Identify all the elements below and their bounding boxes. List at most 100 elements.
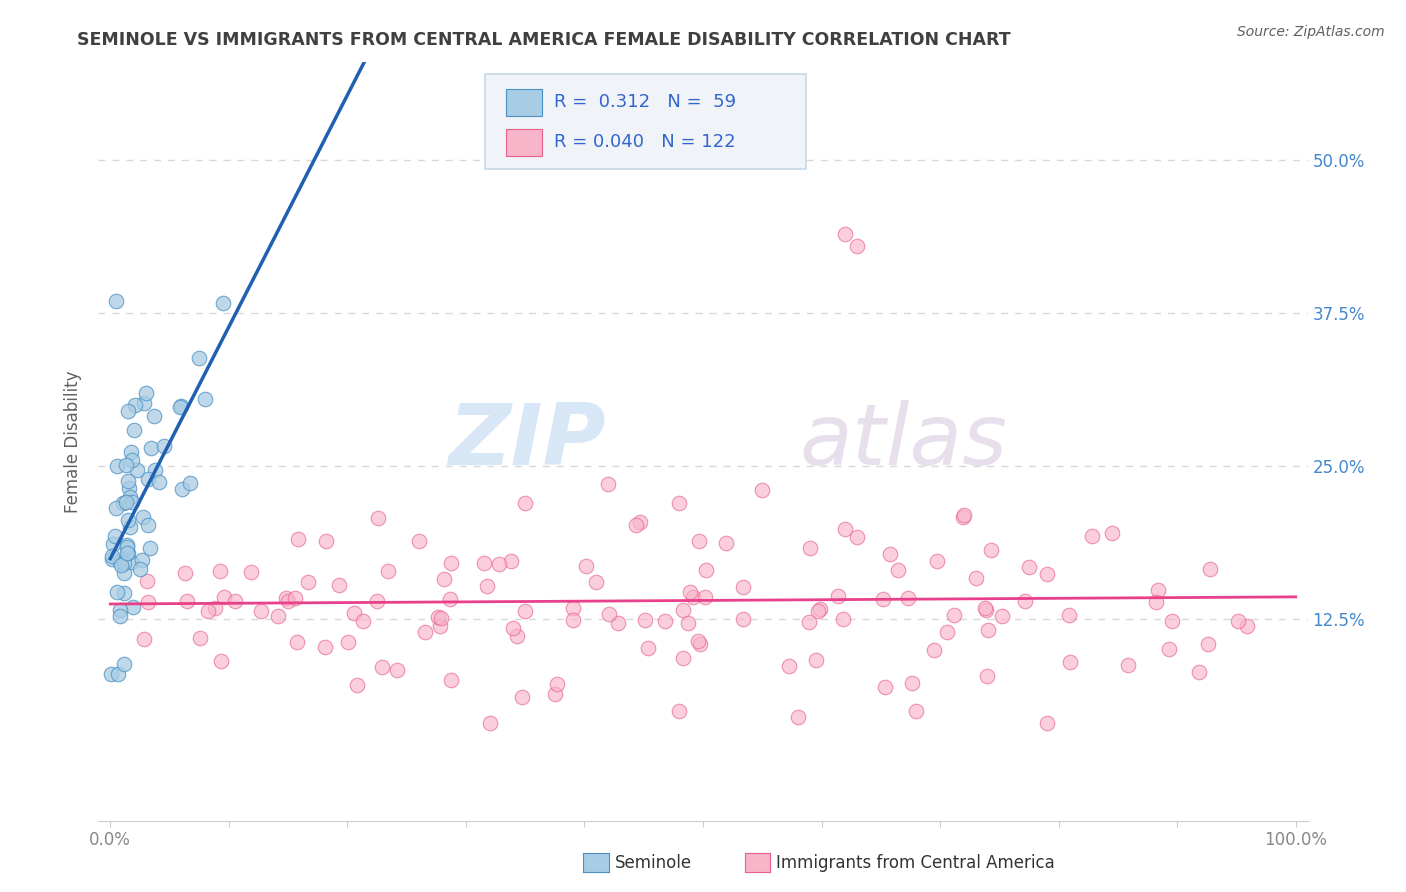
Point (105, 501, 128, 516)
Point (846, 530, 869, 544)
Point (131, 552, 153, 566)
Point (194, 392, 217, 406)
Point (179, 476, 201, 491)
Point (276, 594, 298, 608)
Point (132, 396, 155, 410)
FancyBboxPatch shape (485, 74, 806, 169)
Point (112, 556, 135, 570)
Point (1227, 614, 1250, 628)
Point (901, 676, 924, 690)
Point (689, 637, 711, 651)
Point (188, 351, 211, 366)
Point (336, 634, 359, 648)
Point (472, 556, 495, 570)
Point (136, 595, 159, 609)
Point (515, 604, 537, 618)
Point (120, 555, 142, 569)
Point (808, 601, 831, 615)
Point (114, 586, 136, 600)
Point (1036, 567, 1059, 582)
Point (426, 609, 449, 624)
Point (188, 632, 211, 646)
Point (112, 496, 135, 510)
Point (672, 603, 695, 617)
Point (170, 399, 193, 413)
Point (693, 590, 716, 604)
Point (832, 612, 855, 626)
Point (1018, 559, 1040, 574)
Point (370, 660, 392, 674)
Point (488, 558, 510, 572)
Point (1187, 665, 1209, 679)
Point (287, 533, 309, 547)
Point (499, 554, 522, 568)
Point (117, 546, 139, 560)
Point (204, 601, 226, 615)
Point (846, 239, 869, 253)
Point (872, 591, 894, 606)
Point (136, 517, 159, 532)
Point (1236, 619, 1258, 633)
Point (120, 445, 142, 459)
Point (606, 616, 628, 631)
Point (624, 518, 647, 533)
Point (679, 585, 702, 599)
Point (224, 594, 246, 608)
Text: Seminole: Seminole (614, 854, 692, 871)
Point (105, 293, 128, 308)
Point (153, 440, 176, 454)
Point (209, 564, 232, 578)
Text: Immigrants from Central America: Immigrants from Central America (776, 854, 1054, 871)
Point (117, 538, 139, 552)
Point (115, 494, 138, 508)
Point (1059, 655, 1081, 669)
Point (976, 669, 998, 683)
Point (974, 601, 997, 615)
Point (136, 574, 159, 589)
Point (575, 559, 598, 574)
Point (925, 554, 948, 568)
Point (991, 609, 1014, 624)
Point (176, 594, 198, 608)
Y-axis label: Female Disability: Female Disability (65, 370, 83, 513)
Point (478, 715, 501, 730)
Point (429, 610, 451, 624)
Point (1157, 641, 1180, 656)
Point (110, 558, 132, 572)
Point (628, 516, 651, 530)
Point (148, 475, 170, 490)
Point (879, 547, 901, 561)
Point (367, 511, 389, 525)
Point (284, 591, 307, 606)
Point (127, 463, 149, 477)
Point (105, 584, 128, 599)
Text: R = 0.040   N = 122: R = 0.040 N = 122 (554, 133, 735, 151)
Point (108, 555, 131, 569)
Point (733, 580, 755, 594)
Point (352, 614, 374, 628)
Point (212, 590, 235, 604)
Point (101, 552, 124, 566)
FancyBboxPatch shape (506, 129, 543, 156)
Point (132, 510, 155, 524)
Point (377, 564, 399, 578)
Point (952, 508, 974, 522)
Point (110, 603, 132, 617)
Point (1059, 607, 1081, 622)
Point (654, 614, 676, 628)
Text: SEMINOLE VS IMMIGRANTS FROM CENTRAL AMERICA FEMALE DISABILITY CORRELATION CHART: SEMINOLE VS IMMIGRANTS FROM CENTRAL AMER… (77, 31, 1011, 49)
Point (118, 490, 141, 504)
Point (433, 572, 456, 586)
Text: ZIP: ZIP (449, 400, 606, 483)
Point (637, 640, 659, 655)
Point (799, 541, 821, 555)
Point (101, 549, 124, 564)
Point (122, 599, 145, 614)
Point (276, 591, 298, 606)
Point (115, 458, 138, 472)
Point (387, 663, 409, 677)
Point (952, 510, 974, 524)
Point (139, 541, 162, 556)
Point (974, 602, 997, 616)
Point (598, 607, 620, 621)
